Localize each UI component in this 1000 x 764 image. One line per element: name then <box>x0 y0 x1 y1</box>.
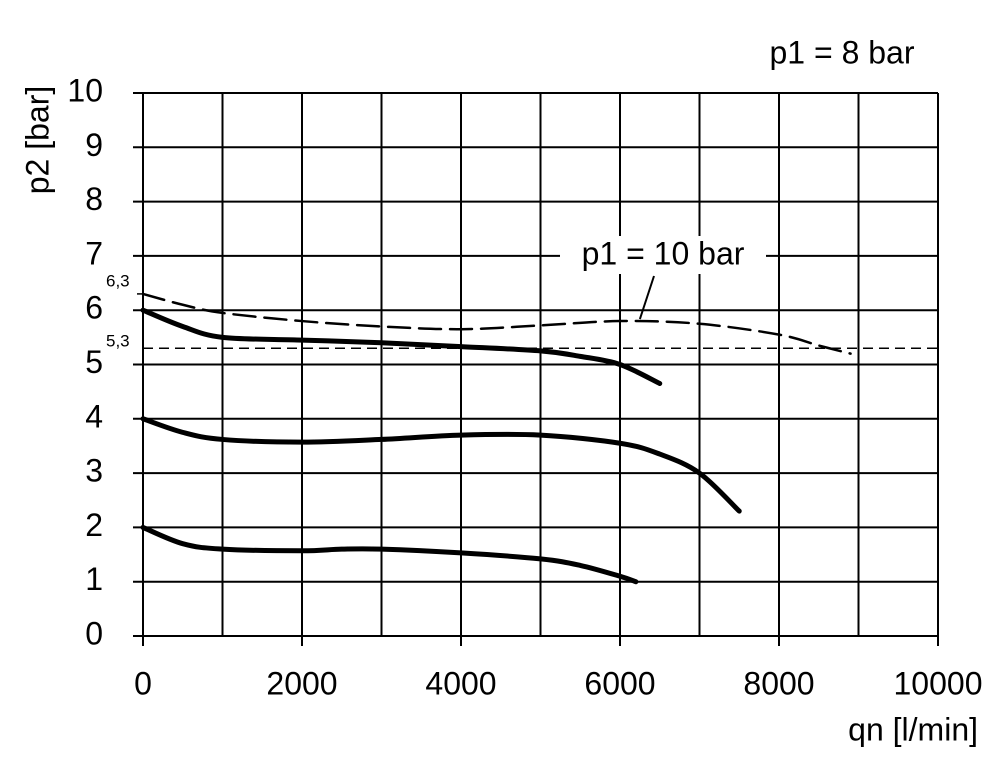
x-tick-label: 6000 <box>584 665 655 701</box>
x-tick-label: 2000 <box>266 665 337 701</box>
x-tick-label: 4000 <box>425 665 496 701</box>
x-tick-label: 8000 <box>743 665 814 701</box>
x-axis-label: qn [l/min] <box>848 711 978 747</box>
y-tick-label: 1 <box>85 561 103 597</box>
reference-label: 5,3 <box>106 332 130 351</box>
x-tick-label: 10000 <box>894 665 983 701</box>
y-tick-label: 9 <box>85 127 103 163</box>
y-tick-label: 7 <box>85 235 103 271</box>
annotation-pointer <box>638 275 655 320</box>
y-axis-label: p2 [bar] <box>19 86 55 195</box>
y-tick-label: 6 <box>85 290 103 326</box>
y-mark-label: 6,3 <box>106 271 130 290</box>
series-line <box>141 292 852 355</box>
series-line <box>140 416 742 514</box>
y-tick-label: 3 <box>85 453 103 489</box>
series-line <box>140 524 639 585</box>
y-tick-label: 2 <box>85 507 103 543</box>
x-tick-label: 0 <box>134 665 152 701</box>
y-tick-label: 0 <box>85 615 103 651</box>
y-tick-label: 8 <box>85 181 103 217</box>
chart-title: p1 = 8 bar <box>770 34 915 70</box>
series-line <box>140 307 663 387</box>
annotation: p1 = 10 bar <box>582 235 745 271</box>
y-tick-label: 4 <box>85 398 103 434</box>
y-tick-label: 5 <box>85 344 103 380</box>
y-tick-label: 10 <box>67 72 103 108</box>
annotation-bg <box>560 236 766 274</box>
